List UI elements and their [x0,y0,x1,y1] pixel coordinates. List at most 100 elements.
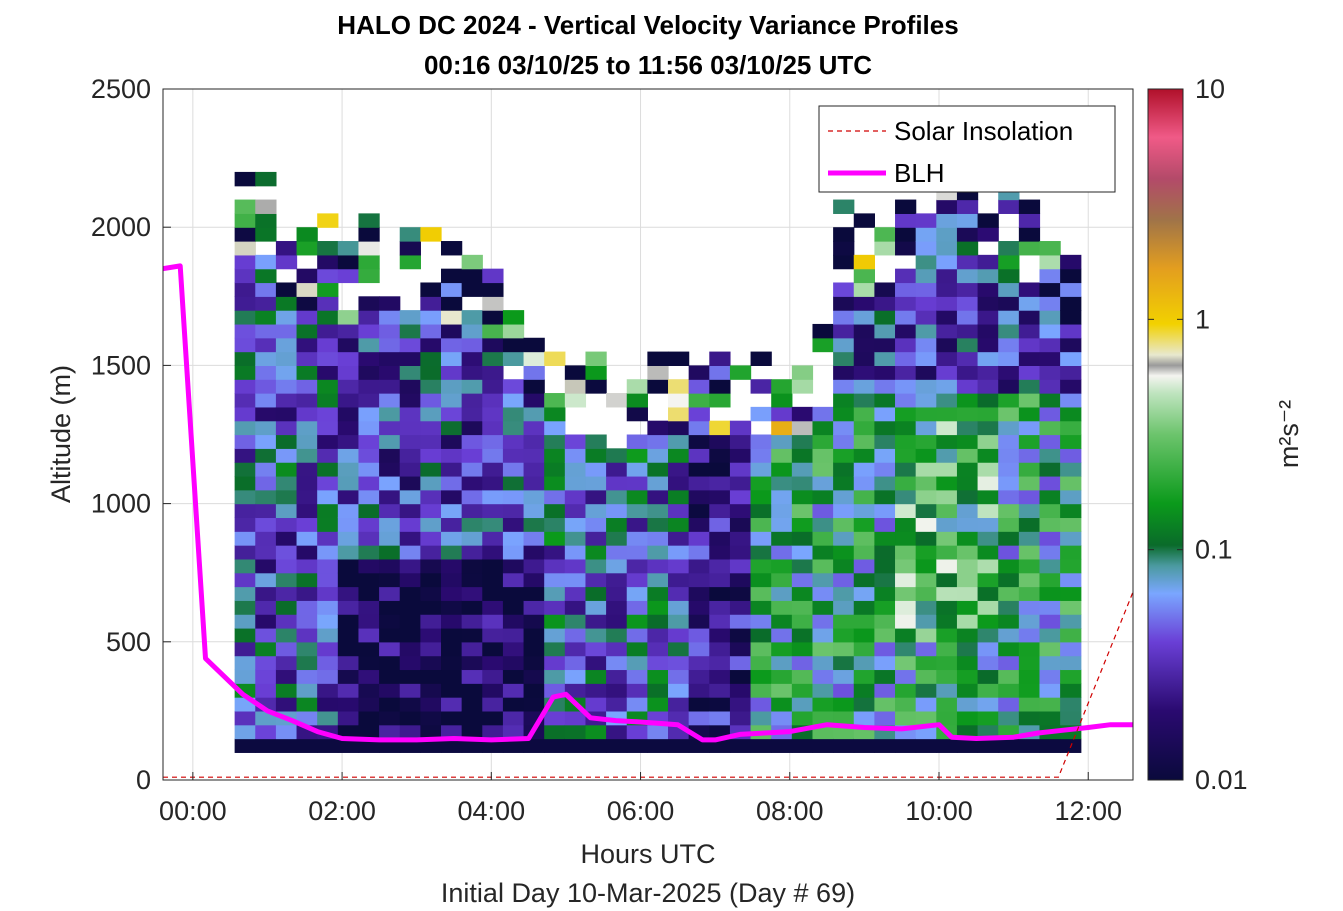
heatmap-cell [317,282,339,297]
heatmap-cell [606,586,628,601]
heatmap-cell [296,393,318,408]
heatmap-cell [544,614,566,629]
heatmap-cell [812,503,834,519]
heatmap-cell [771,586,793,601]
heatmap-cell [234,282,256,297]
heatmap-cell [668,379,690,394]
heatmap-cell [461,420,483,436]
heatmap-cell [482,282,504,297]
heatmap-cell [812,710,834,726]
heatmap-cell [317,683,339,698]
heatmap-cell [626,724,648,740]
heatmap-cell [771,669,793,684]
heatmap-cell [977,545,999,560]
heatmap-cell [317,503,339,519]
heatmap-cell [956,227,979,242]
heatmap-cell [688,697,710,712]
heatmap-cell [874,448,896,463]
heatmap-cell [936,365,958,380]
heatmap-cell [812,697,834,712]
heatmap-cell [523,600,545,615]
heatmap-cell [255,213,277,228]
heatmap-cell [977,448,999,463]
heatmap-cell [750,503,772,519]
heatmap-cell [502,462,525,477]
heatmap-cell [544,710,566,726]
heatmap-cell [956,586,979,601]
y-axis-label: Altitude (m) [46,365,76,503]
heatmap-cell [482,296,504,311]
heatmap-cell [668,462,690,477]
heatmap-cell [833,600,855,615]
heatmap-cell [936,282,958,297]
heatmap-cell [709,448,731,463]
heatmap-cell [977,710,999,726]
x-tick-label: 12:00 [1054,796,1122,826]
heatmap-cell [441,310,463,325]
heatmap-cell [255,683,277,698]
heatmap-cell [502,683,525,698]
heatmap-cell [709,558,731,574]
heatmap-cell [502,697,525,712]
heatmap-cell [564,448,587,463]
heatmap-cell [853,545,875,560]
heatmap-cell [977,697,999,712]
heatmap-cell [647,503,669,519]
heatmap-cell [461,641,483,657]
heatmap-cell [936,641,958,657]
heatmap-cell [420,379,442,394]
heatmap-cell [358,227,380,242]
heatmap-cell [853,710,875,726]
heatmap-cell [977,489,999,505]
heatmap-cell [791,489,814,505]
colorbar: 0.01 0.1 1 10 m²s⁻² [1147,74,1304,795]
heatmap-cell [998,489,1020,505]
heatmap-cell [379,724,401,740]
heatmap-cell [544,641,566,657]
heatmap-cell [771,434,793,449]
heatmap-cell [296,600,318,615]
heatmap-cell [337,614,360,629]
heatmap-cell [688,406,710,422]
heatmap-cell [461,683,483,698]
heatmap-cell [688,379,710,394]
heatmap-cell [750,379,772,394]
heatmap-cell [585,365,607,380]
heatmap-cell [915,296,937,311]
heatmap-cell [317,655,339,671]
heatmap-cell [750,614,772,629]
heatmap-cell [420,641,442,657]
heatmap-cell [647,379,669,394]
heatmap-cell [482,586,504,601]
heatmap-cell [255,227,277,242]
heatmap-cell [358,296,380,311]
heatmap-cell [977,337,999,353]
heatmap-cell [688,503,710,519]
heatmap-cell [626,669,648,684]
heatmap-cell [688,462,710,477]
heatmap-cell [441,282,463,297]
heatmap-cell [791,434,814,449]
heatmap-cell [255,503,277,519]
heatmap-cell [729,669,752,684]
heatmap-cell [606,462,628,477]
x-tick-label: 08:00 [756,796,824,826]
heatmap-cell [874,503,896,519]
heatmap-cell [895,268,917,284]
heatmap-cell [915,337,937,353]
heatmap-cell [564,641,587,657]
heatmap-cell [709,475,731,491]
heatmap-cell [895,351,917,366]
heatmap-cell [895,448,917,463]
heatmap-cell [1018,669,1041,684]
heatmap-cell [564,710,587,726]
heatmap-cell [296,614,318,629]
heatmap-cell [317,337,339,353]
heatmap-cell [1060,434,1082,449]
heatmap-cell [399,669,421,684]
heatmap-cell [275,586,298,601]
heatmap-cell [337,268,360,284]
heatmap-cell [234,462,256,477]
heatmap-cell [915,254,937,270]
heatmap-cell [523,406,545,422]
